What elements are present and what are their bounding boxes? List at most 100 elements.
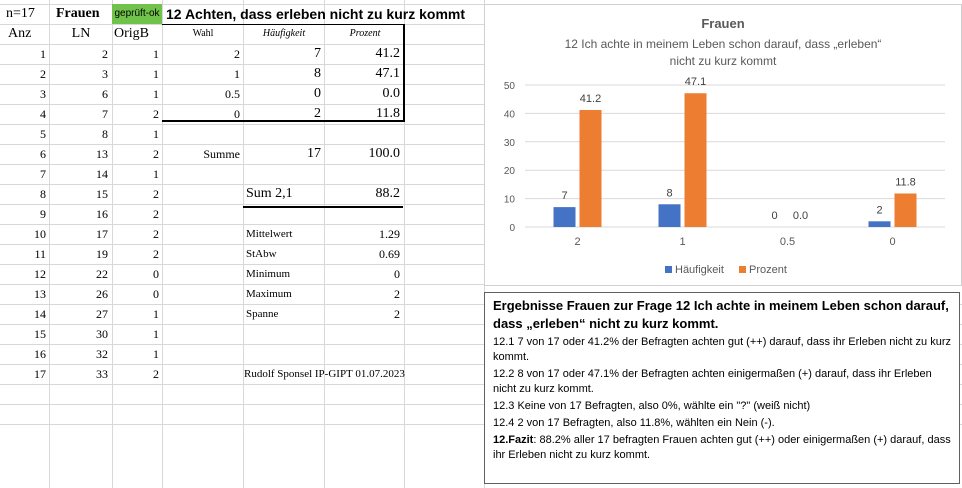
stat-value[interactable]: 1.29 [379,227,400,241]
freq-row-haeufigkeit[interactable]: 7 [314,46,321,61]
table-row-orig[interactable]: 1 [153,127,159,141]
freq-row-wahl[interactable]: 0 [234,107,240,121]
table-row-orig[interactable]: 0 [153,267,159,281]
table-row-orig[interactable]: 2 [153,207,159,221]
stat-value[interactable]: 2 [394,287,400,301]
x-tick-label: 1 [679,236,685,248]
freq-header-wahl[interactable]: Wahl [192,28,214,39]
grid-col-line [404,0,405,488]
table-row-ln[interactable]: 3 [102,67,108,81]
table-row-anz[interactable]: 3 [40,87,46,101]
table-row-anz[interactable]: 12 [34,267,46,281]
grid-row-line [0,424,962,425]
freq-row-wahl[interactable]: 2 [234,47,240,61]
table-row-ln[interactable]: 17 [96,227,108,241]
summe-prozent[interactable]: 100.0 [368,146,401,161]
freq-row-wahl[interactable]: 0.5 [225,87,240,101]
table-row-anz[interactable]: 4 [40,107,46,121]
sum21-value[interactable]: 88.2 [375,186,401,201]
group-label[interactable]: Frauen [56,6,100,21]
table-row-anz[interactable]: 6 [40,147,46,161]
table-row-ln[interactable]: 26 [96,287,108,301]
table-row-ln[interactable]: 7 [102,107,108,121]
table-row-anz[interactable]: 17 [34,367,46,381]
table-row-anz[interactable]: 15 [34,327,46,341]
stat-label[interactable]: Maximum [246,288,292,300]
freq-row-prozent[interactable]: 0.0 [382,86,401,101]
table-row-ln[interactable]: 30 [96,327,108,341]
freq-row-haeufigkeit[interactable]: 0 [314,86,321,101]
table-row-orig[interactable]: 1 [153,307,159,321]
sum21-label[interactable]: Sum 2,1 [246,186,293,201]
table-row-ln[interactable]: 14 [96,167,108,181]
col-header-origb[interactable]: OrigB [114,26,149,41]
table-row-orig[interactable]: 1 [153,67,159,81]
stat-value[interactable]: 0 [394,267,400,281]
table-row-orig[interactable]: 2 [153,367,159,381]
table-row-anz[interactable]: 10 [34,227,46,241]
freq-header-haeufigkeit[interactable]: Häufigkeit [262,28,306,39]
col-header-ln[interactable]: LN [71,26,91,41]
table-row-orig[interactable]: 2 [153,247,159,261]
freq-row-wahl[interactable]: 1 [234,67,240,81]
x-tick-label: 0.5 [780,236,795,248]
chart-panel[interactable]: Frauen 12 Ich achte in meinem Leben schon… [484,4,962,286]
table-row-orig[interactable]: 2 [153,227,159,241]
table-row-ln[interactable]: 2 [102,47,108,61]
table-row-orig[interactable]: 1 [153,167,159,181]
stat-label[interactable]: Mittelwert [246,228,293,240]
table-row-orig[interactable]: 2 [153,147,159,161]
table-row-orig[interactable]: 2 [153,187,159,201]
table-row-orig[interactable]: 1 [153,327,159,341]
table-row-orig[interactable]: 0 [153,287,159,301]
table-row-anz[interactable]: 11 [34,247,46,261]
table-row-anz[interactable]: 7 [40,167,46,181]
author-credit[interactable]: Rudolf Sponsel IP-GIPT 01.07.2023 [244,368,405,380]
stat-label[interactable]: StAbw [246,248,277,260]
stat-value[interactable]: 0.69 [379,247,400,261]
table-row-anz[interactable]: 9 [40,207,46,221]
freq-header-prozent[interactable]: Prozent [349,28,381,39]
table-row-ln[interactable]: 33 [96,367,108,381]
table-row-ln[interactable]: 6 [102,87,108,101]
stat-label[interactable]: Spanne [246,308,279,320]
status-badge[interactable]: geprüft-ok [112,4,162,24]
table-row-anz[interactable]: 2 [40,67,46,81]
col-header-anz[interactable]: Anz [8,26,32,41]
sheet-heading[interactable]: 12 Achten, dass erleben nicht zu kurz ko… [166,6,466,22]
table-row-orig[interactable]: 1 [153,87,159,101]
summary-textbox[interactable]: Ergebnisse Frauen zur Frage 12 Ich achte… [484,292,960,484]
grid-row-line [0,24,962,25]
n-label[interactable]: n=17 [6,6,35,21]
freq-row-prozent[interactable]: 11.8 [376,106,400,121]
freq-row-prozent[interactable]: 47.1 [375,66,401,81]
table-row-anz[interactable]: 16 [34,347,46,361]
stat-label[interactable]: Minimum [246,268,291,280]
freq-row-haeufigkeit[interactable]: 2 [314,106,321,121]
table-row-ln[interactable]: 16 [96,207,108,221]
table-row-anz[interactable]: 5 [40,127,46,141]
freq-row-prozent[interactable]: 41.2 [375,46,401,61]
table-row-ln[interactable]: 15 [96,187,108,201]
table-row-ln[interactable]: 22 [96,267,108,281]
freq-row-haeufigkeit[interactable]: 8 [314,66,321,81]
table-row-orig[interactable]: 1 [153,47,159,61]
table-row-ln[interactable]: 13 [96,147,108,161]
summary-line: 12.3 Keine von 17 Befragten, also 0%, wä… [493,400,811,412]
table-row-ln[interactable]: 8 [102,127,108,141]
table-row-anz[interactable]: 14 [34,307,46,321]
table-row-anz[interactable]: 13 [34,287,46,301]
summe-label[interactable]: Summe [203,147,240,161]
summary-fazit: 12.Fazit: 88.2% aller 17 befragten Fraue… [493,433,951,463]
table-row-anz[interactable]: 8 [40,187,46,201]
table-row-orig[interactable]: 1 [153,347,159,361]
x-tick-label: 2 [574,236,580,248]
table-row-ln[interactable]: 32 [96,347,108,361]
summe-haeufigkeit[interactable]: 17 [307,146,321,161]
table-row-ln[interactable]: 19 [96,247,108,261]
table-row-anz[interactable]: 1 [40,47,46,61]
sum21-underline [243,206,403,208]
stat-value[interactable]: 2 [394,307,400,321]
table-row-orig[interactable]: 2 [153,107,159,121]
table-row-ln[interactable]: 27 [96,307,108,321]
